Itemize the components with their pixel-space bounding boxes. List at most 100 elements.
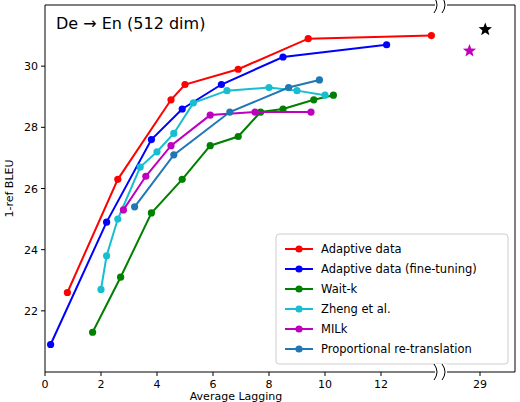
point-marker [153, 148, 160, 155]
point-marker [120, 206, 127, 213]
axis-break [434, 364, 437, 380]
point-marker [89, 329, 96, 336]
plot-area [463, 22, 492, 56]
break-gap [435, 0, 447, 13]
legend-label: Adaptive data (fine-tuning) [321, 262, 477, 276]
y-tick [41, 249, 45, 250]
legend-label: Zheng et al. [321, 302, 391, 316]
axis-break [442, 364, 445, 380]
y-tick-label: 30 [24, 60, 38, 73]
legend-box [276, 234, 508, 364]
point-marker [190, 99, 197, 106]
y-tick-label: 26 [24, 183, 38, 196]
point-marker [103, 219, 110, 226]
legend-label: MILk [321, 322, 348, 336]
legend-label: Proportional re-translation [321, 342, 472, 356]
x-axis-label: Average Lagging [190, 390, 283, 402]
point-marker [293, 87, 300, 94]
point-marker [428, 32, 435, 39]
y-tick [41, 66, 45, 67]
legend-marker [295, 305, 302, 312]
legend-marker [295, 285, 302, 292]
point-marker [179, 105, 186, 112]
point-marker [170, 151, 177, 158]
y-tick-label: 28 [24, 121, 38, 134]
point-marker [226, 108, 233, 115]
series-line [67, 36, 431, 293]
point-marker [235, 66, 242, 73]
point-marker [47, 341, 54, 348]
point-marker [207, 112, 214, 119]
x-tick [325, 372, 326, 376]
point-marker [114, 176, 121, 183]
figure: 0246810122224262830De → En (512 dim)Aver… [0, 0, 520, 402]
legend-marker [295, 325, 302, 332]
x-tick [157, 372, 158, 376]
break-gap [435, 364, 447, 380]
y-tick [41, 188, 45, 189]
y-tick [41, 127, 45, 128]
x-tick-label: 29 [473, 378, 487, 391]
y-tick-label: 24 [24, 244, 38, 257]
title: De → En (512 dim) [56, 14, 205, 33]
x-tick [480, 372, 481, 376]
point-marker [170, 130, 177, 137]
point-marker [310, 96, 317, 103]
y-tick-label: 22 [24, 305, 38, 318]
point-marker [223, 87, 230, 94]
point-marker [148, 136, 155, 143]
point-marker [265, 84, 272, 91]
y-tick [41, 310, 45, 311]
point-marker [330, 92, 337, 99]
frame [515, 5, 516, 372]
point-marker [305, 35, 312, 42]
point-marker [207, 142, 214, 149]
x-tick-label: 12 [374, 378, 388, 391]
legend-marker [295, 245, 302, 252]
point-marker [316, 76, 323, 83]
frame [45, 372, 437, 373]
point-marker [181, 81, 188, 88]
point-marker [167, 96, 174, 103]
x-tick-label: 10 [318, 378, 332, 391]
point-marker [307, 108, 314, 115]
point-marker [137, 163, 144, 170]
axis-break [442, 0, 445, 13]
point-marker [279, 53, 286, 60]
point-marker [64, 289, 71, 296]
frame [45, 5, 437, 6]
point-marker [383, 41, 390, 48]
series-line [123, 112, 311, 210]
x-tick [381, 372, 382, 376]
x-tick [213, 372, 214, 376]
x-tick [101, 372, 102, 376]
legend: Adaptive data Adaptive data (fine-tuning)… [276, 234, 508, 364]
star-marker [479, 22, 492, 35]
x-tick-label: 2 [98, 378, 105, 391]
legend-marker [295, 265, 302, 272]
series-line [135, 80, 320, 207]
x-tick [269, 372, 270, 376]
point-marker [131, 203, 138, 210]
point-marker [103, 252, 110, 259]
x-tick [45, 372, 46, 376]
x-tick-label: 4 [154, 378, 161, 391]
point-marker [218, 81, 225, 88]
x-tick-label: 0 [42, 378, 49, 391]
point-marker [97, 286, 104, 293]
legend-marker [295, 345, 302, 352]
point-marker [235, 133, 242, 140]
point-marker [285, 84, 292, 91]
legend-label: Adaptive data [321, 242, 401, 256]
point-marker [321, 92, 328, 99]
point-marker [179, 176, 186, 183]
axis-break [434, 0, 437, 13]
point-marker [167, 142, 174, 149]
y-axis-label: 1-ref BLEU [3, 159, 16, 217]
point-marker [114, 215, 121, 222]
point-marker [142, 173, 149, 180]
star-marker [463, 44, 476, 57]
point-marker [117, 274, 124, 281]
frame [445, 5, 515, 6]
point-marker [148, 209, 155, 216]
